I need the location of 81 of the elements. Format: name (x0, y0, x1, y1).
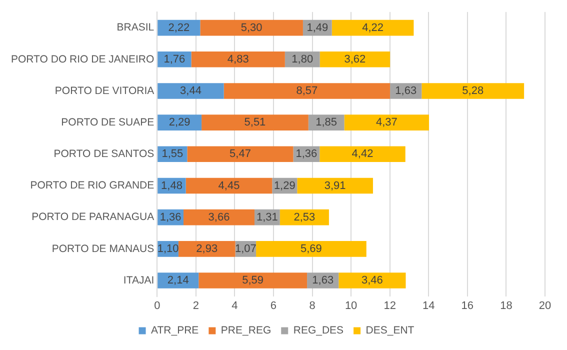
data-label: 1,85 (316, 116, 338, 129)
bar (422, 83, 524, 99)
x-tick-label: 2 (192, 300, 199, 312)
bar (158, 272, 199, 288)
data-label: 2,53 (294, 211, 316, 224)
data-label: 2,93 (196, 242, 218, 255)
x-tick-label: 10 (344, 300, 358, 312)
x-tick-label: 6 (270, 300, 277, 312)
legend-label: ATR_PRE (151, 324, 199, 337)
data-label: 1,55 (162, 148, 184, 160)
data-label: 5,59 (242, 274, 264, 287)
data-label: 1,29 (274, 180, 296, 192)
x-tick-label: 14 (422, 300, 435, 312)
legend-label: PRE_REG (220, 324, 272, 337)
x-tick-label: 18 (500, 300, 512, 312)
data-label: 5,51 (244, 116, 266, 129)
data-label: 4,83 (227, 53, 249, 66)
data-label: 5,47 (230, 148, 251, 160)
bar (320, 146, 406, 162)
data-label: 1,36 (296, 148, 318, 160)
y-tick-label: PORTO DE SANTOS (54, 148, 154, 160)
data-label: 1,36 (160, 211, 182, 224)
bar (178, 241, 236, 257)
data-label: 3,66 (208, 211, 230, 224)
y-tick-label: PORTO DE PARANAGUA (32, 211, 154, 224)
y-tick-label: PORTO DO RIO DE JANEIRO (10, 53, 154, 66)
data-label: 1,76 (164, 53, 186, 66)
y-tick-label: ITAJAI (123, 274, 154, 286)
data-label: 4,42 (352, 148, 374, 160)
data-label: 4,37 (376, 116, 398, 129)
bar (191, 51, 285, 68)
bar (344, 114, 430, 130)
data-label: 2,14 (167, 274, 189, 287)
y-tick-label: PORTO DE MANAUS (52, 242, 154, 255)
bar (186, 178, 272, 194)
x-tick-label: 16 (461, 300, 474, 312)
data-label: 3,91 (324, 180, 346, 192)
data-label: 8,57 (296, 85, 318, 98)
x-tick-label: 20 (538, 300, 552, 312)
bar (158, 83, 224, 99)
x-tick-label: 8 (309, 300, 316, 312)
x-tick-label: 4 (232, 300, 238, 312)
data-label: 4,22 (362, 22, 384, 34)
data-label: 5,69 (300, 242, 322, 255)
data-label: 1,48 (161, 180, 182, 192)
data-label: 4,45 (218, 180, 240, 192)
bar (297, 178, 373, 194)
data-label: 1,80 (292, 53, 314, 66)
bar (187, 146, 294, 162)
data-label: 2,22 (168, 22, 190, 34)
data-label: 1,31 (256, 211, 278, 224)
data-label: 3,46 (361, 274, 383, 287)
bar (198, 272, 308, 288)
data-label: 1,49 (306, 22, 328, 34)
bar (158, 114, 202, 130)
data-label: 1,63 (312, 274, 334, 287)
bar (224, 83, 390, 99)
data-label: 1,07 (234, 242, 256, 255)
data-label: 1,63 (395, 85, 417, 98)
data-label: 5,28 (462, 85, 484, 98)
x-tick-label: 12 (384, 300, 396, 312)
bar (338, 272, 406, 288)
x-tick-label: 0 (154, 300, 160, 312)
bar (200, 20, 303, 36)
data-label: 3,44 (180, 85, 202, 98)
y-tick-label: PORTO DE RIO GRANDE (30, 180, 154, 192)
bar (202, 114, 308, 130)
data-label: 3,62 (344, 53, 366, 66)
data-label: 1,10 (157, 242, 179, 255)
y-tick-label: PORTO DE SUAPE (61, 116, 154, 128)
y-tick-label: PORTO DE VITORIA (54, 84, 154, 97)
bar (320, 51, 390, 68)
bar (184, 209, 254, 226)
y-tick-label: BRASIL (116, 22, 154, 34)
bar (256, 241, 366, 257)
legend-label: REG_DES (293, 324, 344, 337)
bar (158, 51, 192, 68)
bar (332, 20, 414, 36)
data-label: 2,29 (168, 116, 190, 129)
legend-label: DES_ENT (366, 324, 415, 337)
data-label: 5,30 (240, 22, 262, 34)
